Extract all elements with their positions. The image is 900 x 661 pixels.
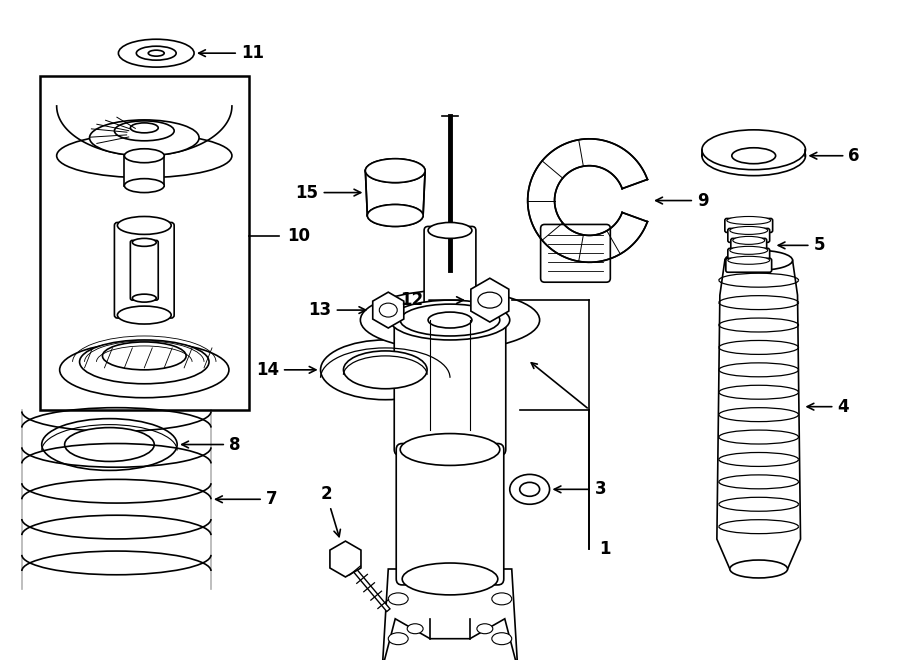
Text: 15: 15 <box>296 184 361 202</box>
Ellipse shape <box>365 159 425 182</box>
Ellipse shape <box>400 434 500 465</box>
Polygon shape <box>330 541 361 577</box>
Ellipse shape <box>730 247 768 254</box>
Ellipse shape <box>79 340 209 384</box>
Polygon shape <box>365 171 425 215</box>
FancyBboxPatch shape <box>728 249 770 262</box>
Ellipse shape <box>509 475 550 504</box>
Text: 6: 6 <box>810 147 860 165</box>
Text: 10: 10 <box>287 227 310 245</box>
FancyBboxPatch shape <box>724 219 772 233</box>
Text: 1: 1 <box>599 540 611 558</box>
FancyBboxPatch shape <box>725 258 771 272</box>
Ellipse shape <box>519 483 540 496</box>
FancyBboxPatch shape <box>130 241 158 300</box>
Ellipse shape <box>367 204 423 227</box>
Ellipse shape <box>124 149 164 163</box>
Ellipse shape <box>136 46 176 60</box>
Ellipse shape <box>65 428 154 461</box>
Text: 3: 3 <box>554 481 606 498</box>
Ellipse shape <box>425 312 475 328</box>
Polygon shape <box>471 278 508 322</box>
Ellipse shape <box>391 300 509 340</box>
Text: 4: 4 <box>807 398 849 416</box>
Polygon shape <box>717 260 800 569</box>
Ellipse shape <box>388 593 409 605</box>
FancyBboxPatch shape <box>114 223 175 318</box>
Bar <box>124 156 164 186</box>
FancyBboxPatch shape <box>394 314 506 455</box>
Ellipse shape <box>478 292 502 308</box>
Ellipse shape <box>124 178 164 192</box>
Ellipse shape <box>41 418 177 471</box>
Text: 2: 2 <box>320 485 340 537</box>
Ellipse shape <box>428 312 472 328</box>
Bar <box>40 76 248 410</box>
Ellipse shape <box>360 290 540 350</box>
Ellipse shape <box>114 121 175 141</box>
Text: 13: 13 <box>309 301 365 319</box>
Ellipse shape <box>730 560 788 578</box>
Ellipse shape <box>733 237 765 245</box>
Ellipse shape <box>117 217 171 235</box>
Ellipse shape <box>730 227 768 235</box>
Ellipse shape <box>477 624 493 634</box>
Text: 11: 11 <box>199 44 264 62</box>
Ellipse shape <box>103 342 186 370</box>
FancyBboxPatch shape <box>396 444 504 585</box>
Polygon shape <box>373 292 404 328</box>
FancyBboxPatch shape <box>731 239 767 253</box>
Ellipse shape <box>119 39 194 67</box>
Ellipse shape <box>320 340 450 400</box>
Ellipse shape <box>130 123 158 133</box>
Ellipse shape <box>344 351 428 389</box>
Ellipse shape <box>428 223 472 239</box>
Polygon shape <box>382 569 518 661</box>
Ellipse shape <box>702 136 806 176</box>
Ellipse shape <box>491 593 512 605</box>
Ellipse shape <box>59 342 229 398</box>
Text: 9: 9 <box>656 192 708 210</box>
Ellipse shape <box>388 633 409 644</box>
Ellipse shape <box>702 130 806 170</box>
FancyBboxPatch shape <box>541 225 610 282</box>
Ellipse shape <box>117 306 171 324</box>
Ellipse shape <box>491 633 512 644</box>
Ellipse shape <box>132 239 157 247</box>
Text: 7: 7 <box>216 490 277 508</box>
FancyBboxPatch shape <box>424 227 476 324</box>
Ellipse shape <box>407 624 423 634</box>
Text: 14: 14 <box>256 361 316 379</box>
Ellipse shape <box>367 204 423 227</box>
Ellipse shape <box>148 50 164 56</box>
Ellipse shape <box>732 148 776 164</box>
FancyBboxPatch shape <box>728 229 770 243</box>
Ellipse shape <box>727 217 770 225</box>
Ellipse shape <box>402 563 498 595</box>
Ellipse shape <box>89 120 199 156</box>
Text: 5: 5 <box>778 237 825 254</box>
Ellipse shape <box>57 134 232 178</box>
Ellipse shape <box>365 159 425 182</box>
Ellipse shape <box>132 294 157 302</box>
Polygon shape <box>527 139 647 262</box>
Ellipse shape <box>379 303 397 317</box>
Ellipse shape <box>724 251 793 270</box>
Ellipse shape <box>728 256 770 264</box>
Text: 8: 8 <box>182 436 240 453</box>
Ellipse shape <box>400 304 500 336</box>
Text: 12: 12 <box>400 291 464 309</box>
